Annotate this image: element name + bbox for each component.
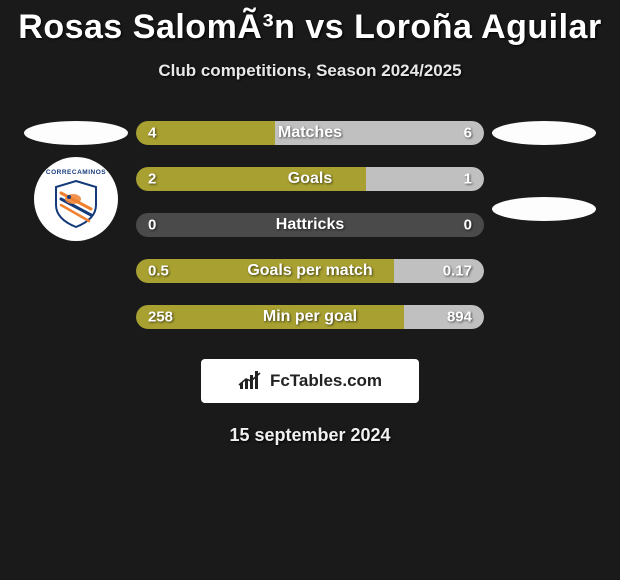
player-oval-right-2: [492, 197, 596, 221]
bar-value-right: 894: [447, 309, 472, 326]
stat-bars: Matches 4 6 Goals 2 1 Hattricks 0 0 Goals per mat…: [136, 121, 484, 329]
subtitle: Club competitions, Season 2024/2025: [0, 61, 620, 81]
left-side: CORRECAMINOS: [24, 121, 128, 241]
bar-fill-left: [136, 121, 275, 145]
bar-label: Matches: [278, 124, 342, 142]
player-oval-left: [24, 121, 128, 145]
comparison-content: CORRECAMINOS Matches 4 6 Goals 2 1 Hattricks 0 0…: [0, 121, 620, 329]
stat-bar: Goals 2 1: [136, 167, 484, 191]
stat-bar: Hattricks 0 0: [136, 213, 484, 237]
page-title: Rosas SalomÃ³n vs Loroña Aguilar: [0, 8, 620, 47]
stat-bar: Goals per match 0.5 0.17: [136, 259, 484, 283]
stat-bar: Matches 4 6: [136, 121, 484, 145]
chart-icon: [238, 371, 264, 391]
bar-label: Hattricks: [276, 216, 344, 234]
bar-value-right: 0.17: [443, 263, 472, 280]
bar-value-left: 2: [148, 171, 156, 188]
bar-label: Goals per match: [247, 262, 372, 280]
bar-label: Goals: [288, 170, 332, 188]
badge-text: CORRECAMINOS: [46, 169, 106, 176]
brand-box[interactable]: FcTables.com: [201, 359, 419, 403]
date-label: 15 september 2024: [0, 425, 620, 446]
player-oval-right-1: [492, 121, 596, 145]
bar-value-right: 6: [464, 125, 472, 142]
stat-bar: Min per goal 258 894: [136, 305, 484, 329]
bar-label: Min per goal: [263, 308, 357, 326]
bar-value-left: 258: [148, 309, 173, 326]
brand-label: FcTables.com: [270, 371, 382, 391]
bar-value-left: 0.5: [148, 263, 169, 280]
team-badge-left: CORRECAMINOS: [34, 157, 118, 241]
bar-value-left: 4: [148, 125, 156, 142]
shield-icon: [51, 179, 101, 229]
bar-value-left: 0: [148, 217, 156, 234]
bar-value-right: 0: [464, 217, 472, 234]
bar-value-right: 1: [464, 171, 472, 188]
right-side: [492, 121, 596, 221]
